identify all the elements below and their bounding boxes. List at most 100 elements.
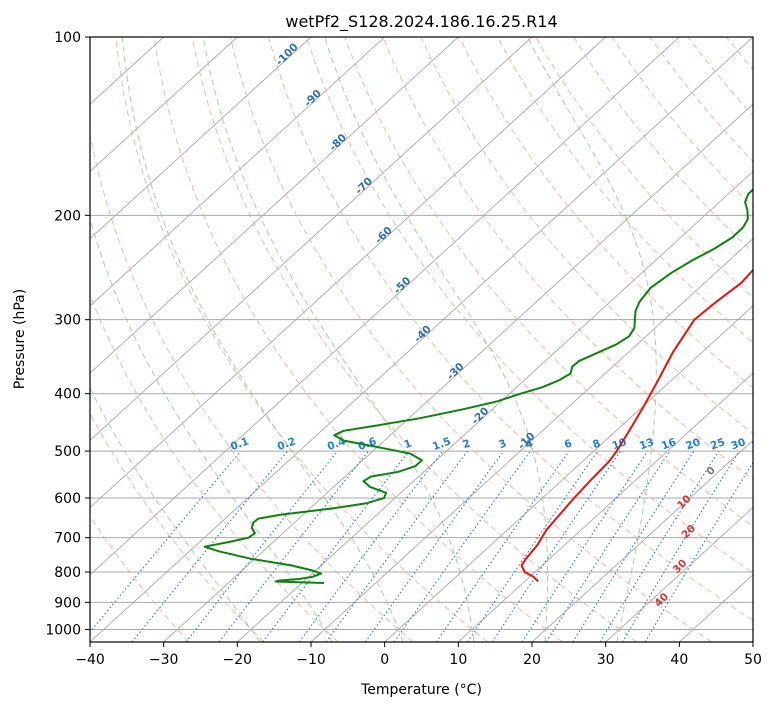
mixing-ratio-line	[467, 450, 599, 642]
isotherm-label: -50	[391, 275, 413, 297]
isotherm-line	[752, 641, 753, 642]
mixing-ratio-line	[644, 461, 753, 642]
y-tick-label: 400	[54, 387, 81, 403]
mixing-ratio-line	[364, 450, 505, 642]
dry-adiabat	[90, 293, 339, 642]
y-tick-label: 800	[54, 565, 81, 581]
isotherm-label: -20	[470, 405, 492, 427]
theta-e-label: 30	[671, 557, 690, 576]
background-line-labels: 0.1 0.2 0.4 0.6 1 1.5 2 3 4 6 8 10 13 16 20 25 30 36-100-…	[229, 41, 768, 610]
mixing-ratio-line	[572, 450, 695, 642]
mixing-ratio-line	[491, 450, 621, 642]
mixing-ratio-label: 10	[610, 436, 628, 452]
background-lines	[90, 37, 775, 642]
mixing-ratio-line	[545, 450, 671, 642]
dry-adiabat	[496, 37, 753, 344]
isotherm-label: -60	[373, 224, 395, 246]
mixing-ratio-line	[393, 450, 531, 642]
y-axis-label: Pressure (hPa)	[12, 289, 28, 389]
mixing-ratio-label: 30	[729, 436, 747, 452]
mixing-ratio-label: 6	[563, 437, 574, 451]
dry-adiabat	[90, 131, 414, 642]
isotherm-line	[531, 439, 753, 642]
dry-adiabat	[649, 37, 753, 163]
dry-adiabat	[344, 37, 753, 527]
moist-adiabat	[324, 37, 549, 642]
y-tick-label: 1000	[45, 622, 81, 638]
isotherm-line	[458, 372, 753, 642]
x-tick-label: 40	[670, 652, 688, 668]
mixing-ratio-label: 0.4	[326, 435, 348, 453]
y-tick-label: 300	[54, 313, 81, 329]
isotherm-label: -90	[302, 87, 324, 109]
y-tick-label: 700	[54, 531, 81, 547]
mixing-ratio-line	[131, 450, 289, 642]
isotherm-line	[90, 37, 753, 642]
dry-adiabat	[726, 37, 753, 71]
theta-e-label: 40	[652, 591, 671, 610]
y-tick-label: 100	[54, 30, 81, 46]
dry-adiabat	[687, 37, 753, 117]
chart-title: wetPf2_S128.2024.186.16.25.R14	[285, 12, 557, 32]
plot-frame	[89, 36, 754, 643]
mixing-ratio-line	[90, 450, 242, 633]
dry-adiabat	[90, 515, 190, 642]
isotherm-line	[384, 305, 753, 642]
mixing-ratio-line	[262, 450, 410, 642]
x-tick-label: 50	[744, 652, 762, 668]
dewpoint-profile-line	[203, 188, 753, 584]
isotherm-line	[90, 37, 533, 441]
dry-adiabat	[229, 37, 712, 642]
x-tick-label: −40	[75, 652, 105, 668]
isotherm-line	[163, 103, 753, 642]
isotherm-label: -40	[412, 323, 434, 345]
moist-adiabat	[90, 387, 261, 642]
mixing-ratio-line	[435, 450, 570, 642]
isotherm-line	[237, 170, 753, 642]
isotherm-line	[605, 506, 753, 642]
dry-adiabat	[765, 37, 775, 642]
profile-series	[203, 188, 753, 584]
mixing-ratio-label: 25	[709, 436, 727, 452]
x-tick-label: −30	[149, 652, 179, 668]
temperature-profile-line	[520, 268, 753, 582]
mixing-ratio-label: 4	[524, 437, 535, 451]
isotherm-line	[90, 37, 680, 576]
x-tick-label: −20	[223, 652, 253, 668]
mixing-ratio-label: 36	[750, 436, 768, 452]
axes: −40 −30 −20 −10 0 10 20 30 40 5010020030040050060…	[45, 30, 762, 668]
isotherm-line	[90, 37, 238, 173]
dry-adiabat	[611, 37, 753, 208]
y-tick-label: 200	[54, 208, 81, 224]
y-tick-label: 500	[54, 444, 81, 460]
y-tick-label: 600	[54, 491, 81, 507]
x-tick-label: 30	[597, 652, 615, 668]
dry-adiabat	[382, 37, 753, 481]
mixing-ratio-label: 0.1	[229, 435, 251, 453]
dry-adiabat	[306, 37, 753, 574]
mixing-ratio-label: 2	[461, 437, 472, 451]
x-tick-label: 0	[380, 652, 389, 668]
isotherm-label: -100	[274, 41, 301, 68]
moist-adiabat	[90, 217, 333, 642]
mixing-ratio-label: 1.5	[431, 435, 453, 453]
mixing-ratio-label: 0.2	[276, 435, 298, 453]
y-tick-label: 900	[54, 595, 81, 611]
dry-adiabat	[153, 37, 563, 642]
mixing-ratio-line	[599, 450, 720, 642]
isotherm-label: -30	[445, 361, 467, 383]
isotherm-line	[90, 37, 459, 374]
mixing-ratio-line	[185, 450, 339, 642]
isotherm-label: -70	[353, 175, 375, 197]
mixing-ratio-label: 20	[684, 436, 702, 452]
dry-adiabat	[573, 37, 753, 253]
moist-adiabat	[202, 37, 475, 642]
moist-adiabat	[121, 37, 404, 642]
dry-adiabat	[458, 37, 753, 389]
mixing-ratio-label: 3	[497, 437, 508, 451]
dry-adiabat	[191, 37, 638, 642]
theta-e-label: 20	[679, 522, 698, 541]
x-axis-label: Temperature (°C)	[360, 682, 482, 698]
dry-adiabat	[420, 37, 753, 435]
